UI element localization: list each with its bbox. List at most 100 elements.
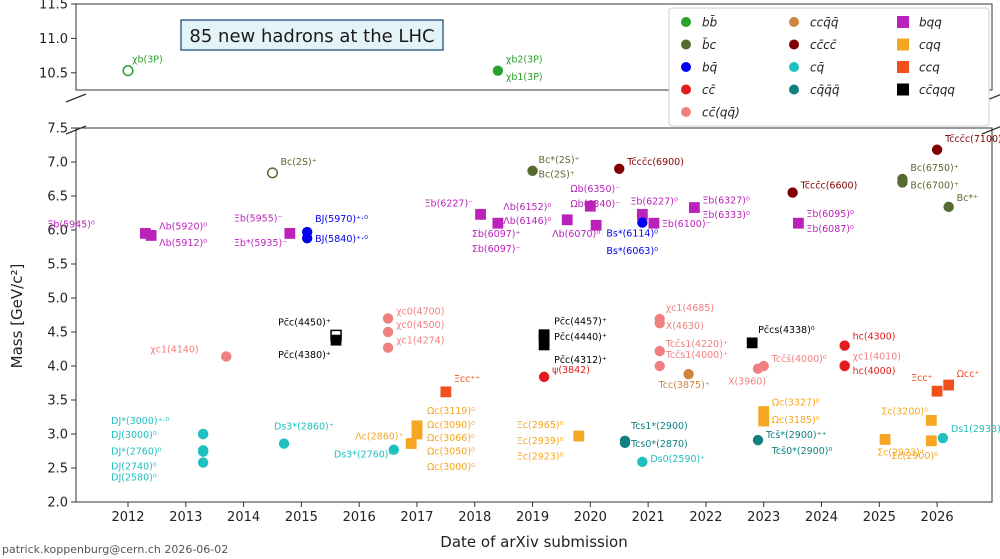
x-tick-label: 2020 — [574, 510, 607, 525]
data-point — [897, 177, 908, 188]
data-point — [931, 385, 943, 397]
x-tick-label: 2025 — [863, 510, 896, 525]
x-tick-label: 2015 — [285, 510, 318, 525]
x-tick-label: 2022 — [689, 510, 722, 525]
data-point — [683, 368, 694, 380]
point-label: DJ*(3000)⁺·⁰ — [111, 416, 169, 427]
point-label: Bc(2S)⁺ — [280, 157, 316, 168]
legend-marker — [681, 84, 691, 95]
data-point — [388, 444, 400, 455]
point-label: Ξb(5945)⁰ — [47, 219, 95, 230]
point-label: X(4630) — [666, 321, 704, 332]
y-tick-label: 6.5 — [47, 190, 68, 205]
axis-break-marks — [65, 93, 1000, 135]
legend-label: cc̄(qq̄) — [702, 106, 740, 120]
point-label: DJ(3000)⁰ — [111, 430, 157, 441]
legend-label: b̄c — [702, 38, 717, 52]
y-tick-label: 5.5 — [47, 258, 68, 273]
point-label: Pc̄c(4457)⁺ — [554, 317, 607, 328]
point-label: Λc(2860)⁺ — [355, 432, 403, 443]
legend-label: bq̄ — [702, 61, 718, 75]
legend-marker — [789, 84, 799, 95]
y-tick-label: 5.0 — [47, 292, 68, 307]
point-label: Ωc(3327)⁰ — [772, 398, 820, 409]
point-label: Bs*(6063)⁰ — [606, 246, 658, 257]
y-tick-label: 2.0 — [47, 496, 68, 511]
point-label: Ωcc⁺ — [957, 369, 980, 380]
point-label: Ds0(2590)⁺ — [650, 454, 705, 465]
y-tick-label: 11.5 — [39, 0, 68, 13]
point-label: Ds3*(2860)⁺ — [274, 422, 334, 433]
legend-marker — [897, 16, 909, 28]
x-tick-label: 2024 — [805, 510, 838, 525]
data-point — [145, 230, 157, 241]
data-point — [839, 340, 850, 351]
point-label: Ξb(6327)⁰ — [702, 196, 750, 207]
y-ticks: 2.0 2.5 3.0 3.5 4.0 4.5 5.0 5.5 6.0 6.5 7.0 7.5 10.5… — [39, 0, 76, 511]
data-points: χb(3P) χb2(3P) χb1(3P) Ξb(5945)⁰ Λb(5920)⁰ Λb… — [47, 55, 1000, 484]
y-tick-label: 6.0 — [47, 224, 68, 239]
data-point — [584, 200, 596, 212]
data-point — [278, 438, 290, 449]
point-label: Tc̄cc̄c(7100) — [944, 134, 1000, 145]
point-label: Λb(6070)⁰ — [552, 229, 600, 240]
data-point — [648, 217, 660, 229]
y-tick-label: 4.5 — [47, 326, 68, 341]
data-point — [943, 379, 955, 391]
point-label: χc0(4500) — [396, 320, 444, 331]
data-point — [475, 208, 486, 220]
data-point — [221, 351, 232, 362]
data-point — [619, 437, 631, 449]
point-label: Bc(6750)⁺ — [910, 163, 958, 174]
point-label: Bc*⁺ — [957, 193, 979, 204]
point-label: Tcc̄s1(4000)⁺ — [665, 350, 728, 361]
x-tick-label: 2019 — [516, 510, 549, 525]
data-point — [637, 217, 648, 228]
legend-label: cc̄ — [702, 83, 716, 97]
point-label: Bs*(6114)⁰ — [606, 229, 658, 240]
legend-marker — [681, 107, 691, 117]
x-tick-label: 2026 — [921, 510, 954, 525]
point-label: Ωc(3185)⁰ — [772, 415, 820, 426]
x-tick-label: 2021 — [632, 510, 665, 525]
legend-box — [668, 7, 990, 127]
point-label: Λb(6146)⁰ — [503, 216, 551, 227]
data-point — [538, 339, 550, 351]
y-axis-title: Mass [GeV/c²] — [8, 264, 26, 369]
point-label: Ξb(5955)⁻ — [234, 213, 283, 224]
legend-marker — [897, 83, 909, 96]
data-point — [792, 217, 804, 229]
x-tick-label: 2023 — [747, 510, 780, 525]
data-point — [839, 360, 850, 372]
point-label: Λb(5920)⁰ — [159, 221, 207, 232]
point-label: Tc̄cc̄c(6900) — [626, 157, 684, 168]
point-label: Σc(3200)⁰ — [881, 406, 928, 417]
point-label: Tcc(3875)⁺ — [658, 380, 710, 391]
point-label: Bc(6700)⁺ — [910, 180, 958, 191]
data-point — [654, 360, 665, 372]
legend-label: cqq — [919, 38, 941, 52]
point-label: Pc̄c(4312)⁺ — [554, 355, 607, 366]
data-point — [654, 317, 665, 329]
point-label: χb2(3P) — [506, 55, 543, 66]
legend-label: ccq — [919, 61, 940, 75]
point-label: Ds3*(2760)⁰ — [334, 450, 393, 461]
point-label: Ξb*(5935)⁻ — [234, 238, 287, 249]
x-axis-title: Date of arXiv submission — [440, 533, 627, 551]
data-point — [330, 334, 342, 346]
point-label: Ξc(2965)⁰ — [517, 420, 564, 431]
point-label: Ξc(2939)⁰ — [517, 436, 564, 447]
point-label: χc1(4685) — [666, 303, 714, 314]
data-point — [758, 415, 770, 427]
data-point — [284, 227, 296, 239]
point-label: Ξcc⁺⁺ — [454, 374, 480, 385]
data-point — [758, 360, 769, 372]
point-label: Ξb(6333)⁰ — [702, 210, 750, 221]
data-point — [382, 326, 394, 338]
point-label: Λb(6152)⁰ — [503, 202, 551, 213]
point-label: Tc̄cc̄c(6600) — [800, 181, 858, 192]
point-label: Ds1(2933)⁺ — [951, 424, 1000, 435]
point-label: Tcs0*(2870) — [630, 439, 688, 450]
x-ticks: 2012 2013 2014 2015 2016 2017 2018 2019 2020 2021… — [111, 502, 954, 525]
point-label: Ωc(3050)⁰ — [427, 447, 475, 458]
